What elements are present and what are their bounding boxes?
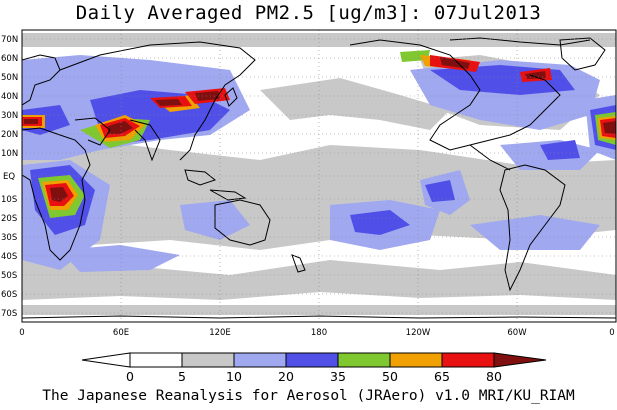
lat-tick: 60N bbox=[1, 54, 18, 64]
latitude-labels: 70N 60N 50N 40N 30N 20N 10N EQ 10S 20S 3… bbox=[1, 35, 18, 319]
lon-tick: 180 bbox=[311, 328, 327, 338]
colorbar-high-triangle bbox=[493, 352, 547, 368]
lat-tick: 40S bbox=[1, 252, 17, 262]
lon-tick: 60W bbox=[507, 328, 527, 338]
lon-tick: 0 bbox=[19, 328, 24, 338]
lat-tick: 70N bbox=[1, 35, 18, 45]
colorbar-label: 0 bbox=[126, 369, 134, 384]
lat-tick: 70S bbox=[1, 309, 17, 319]
lon-tick: 120E bbox=[209, 328, 231, 338]
colorbar-low-triangle bbox=[81, 352, 131, 368]
colorbar-label: 10 bbox=[226, 369, 242, 384]
colorbar-segment bbox=[285, 352, 339, 368]
colorbar-label: 80 bbox=[486, 369, 502, 384]
lat-tick: 30S bbox=[1, 233, 17, 243]
map-credit: The Japanese Reanalysis for Aerosol (JRA… bbox=[42, 388, 575, 404]
graticule bbox=[22, 30, 616, 322]
lat-tick: 20S bbox=[1, 214, 17, 224]
lon-tick: 120W bbox=[406, 328, 431, 338]
colorbar-segment bbox=[337, 352, 391, 368]
lat-tick: 20N bbox=[1, 130, 18, 140]
lat-tick: 50S bbox=[1, 271, 17, 281]
lat-tick: 60S bbox=[1, 290, 17, 300]
colorbar-label: 5 bbox=[178, 369, 186, 384]
lon-tick: 0 bbox=[609, 328, 614, 338]
lat-tick: 50N bbox=[1, 73, 18, 83]
lat-tick: 30N bbox=[1, 111, 18, 121]
colorbar-segment bbox=[181, 352, 235, 368]
longitude-labels: 0 60E 120E 180 120W 60W 0 bbox=[19, 328, 614, 338]
colorbar-segment bbox=[441, 352, 495, 368]
colorbar-segment bbox=[129, 352, 183, 368]
colorbar-segment bbox=[233, 352, 287, 368]
lat-tick: 40N bbox=[1, 92, 18, 102]
lon-tick: 60E bbox=[113, 328, 129, 338]
lat-tick: 10N bbox=[1, 149, 18, 159]
lat-tick: EQ bbox=[3, 172, 15, 182]
lat-tick: 10S bbox=[1, 195, 17, 205]
colorbar-label: 35 bbox=[330, 369, 346, 384]
colorbar-label: 65 bbox=[434, 369, 450, 384]
colorbar-segment bbox=[389, 352, 443, 368]
colorbar-label: 20 bbox=[278, 369, 294, 384]
colorbar-label: 50 bbox=[382, 369, 398, 384]
map-title: Daily Averaged PM2.5 [ug/m3]: 07Jul2013 bbox=[75, 2, 542, 24]
colorbar: 0 5 10 20 35 50 65 80 bbox=[81, 352, 547, 384]
coastlines bbox=[22, 37, 616, 319]
